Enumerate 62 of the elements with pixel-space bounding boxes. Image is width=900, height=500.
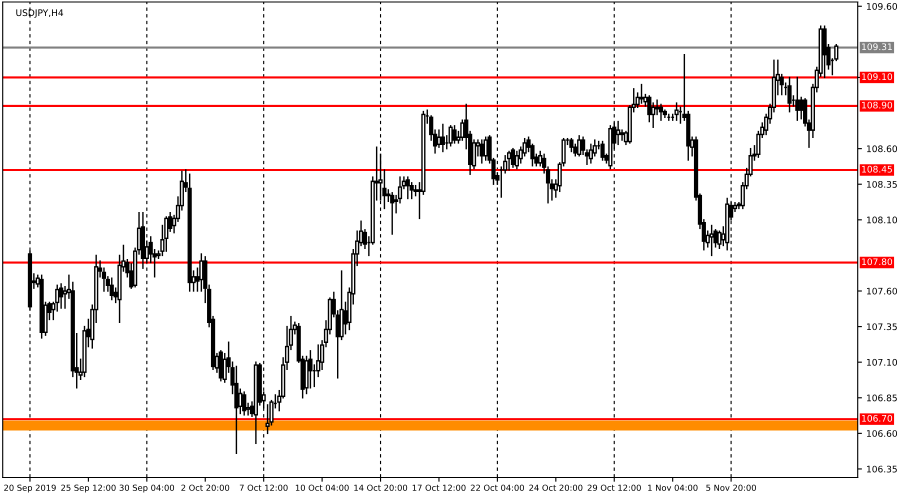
y-tick-label: 108.10	[867, 216, 898, 224]
candlestick	[620, 129, 624, 141]
candlestick	[569, 138, 574, 152]
x-tick-label: 10 Oct 04:00	[296, 484, 349, 491]
ref-line-label: 108.45	[862, 166, 892, 173]
candlestick	[242, 391, 246, 416]
candlestick	[406, 176, 410, 200]
x-tick-label: 25 Sep 12:00	[61, 484, 116, 493]
y-tick-label: 107.35	[867, 323, 897, 330]
candlestick	[787, 76, 792, 112]
ref-line-label: 108.90	[862, 102, 892, 109]
text: USDJPY,H4	[16, 9, 64, 18]
candlestick	[413, 184, 418, 196]
x-tick-label: 5 Nov 20:00	[706, 484, 756, 491]
x-tick-label: 30 Sep 04:00	[120, 484, 174, 493]
candlestick	[110, 277, 114, 300]
candlestick	[484, 136, 488, 161]
y-tick-label: 106.60	[867, 430, 898, 437]
candlestick	[639, 84, 644, 104]
y-tick-label: 108.35	[867, 180, 897, 188]
candlestick	[440, 124, 445, 152]
candlestick	[616, 120, 620, 146]
x-tick-label: 24 Oct 20:00	[529, 484, 582, 491]
candlestick	[658, 104, 664, 121]
candlestick	[577, 135, 582, 156]
candlestick	[436, 129, 442, 148]
x-tick-label: 29 Oct 12:00	[588, 484, 641, 491]
y-tick-label: 106.35	[867, 466, 897, 473]
candlestick	[480, 139, 484, 164]
candlestick	[265, 404, 270, 434]
candlestick	[452, 125, 457, 144]
ref-line-label: 109.10	[862, 73, 892, 80]
candlestick	[795, 76, 800, 121]
y-tick-label: 108.60	[867, 145, 898, 152]
candlestick	[710, 224, 714, 256]
x-tick-label: 7 Oct 12:00	[240, 484, 288, 491]
x-tick-label: 1 Nov 04:00	[648, 484, 698, 491]
candlestick	[59, 283, 64, 309]
candlestick	[600, 140, 605, 161]
candlestick	[655, 100, 660, 116]
candlestick	[448, 125, 453, 146]
y-tick-label: 109.60	[867, 3, 898, 10]
x-tick-label: 17 Oct 12:00	[412, 484, 466, 491]
candlestick	[588, 144, 593, 164]
ref-line-label: 106.70	[862, 414, 892, 422]
x-tick-label: 14 Oct 20:00	[354, 484, 408, 491]
candlestick	[674, 102, 679, 121]
ref-line-label: 107.80	[862, 258, 892, 266]
candlestick	[514, 150, 519, 170]
y-tick-label: 107.60	[867, 288, 898, 295]
candlestick	[799, 96, 804, 120]
ref-line-label: 109.31	[862, 43, 892, 50]
candlestick	[164, 216, 168, 252]
x-tick-label: 20 Sep 2019	[4, 484, 56, 493]
candlestick	[460, 119, 464, 141]
candlestick	[390, 192, 394, 235]
candlestick	[510, 148, 516, 168]
y-tick-label: 107.10	[867, 358, 898, 366]
x-tick-label: 22 Oct 04:00	[470, 484, 524, 491]
candlestick	[506, 150, 512, 171]
x-tick-label: 2 Oct 20:00	[181, 484, 230, 491]
y-tick-label: 106.85	[867, 394, 897, 402]
